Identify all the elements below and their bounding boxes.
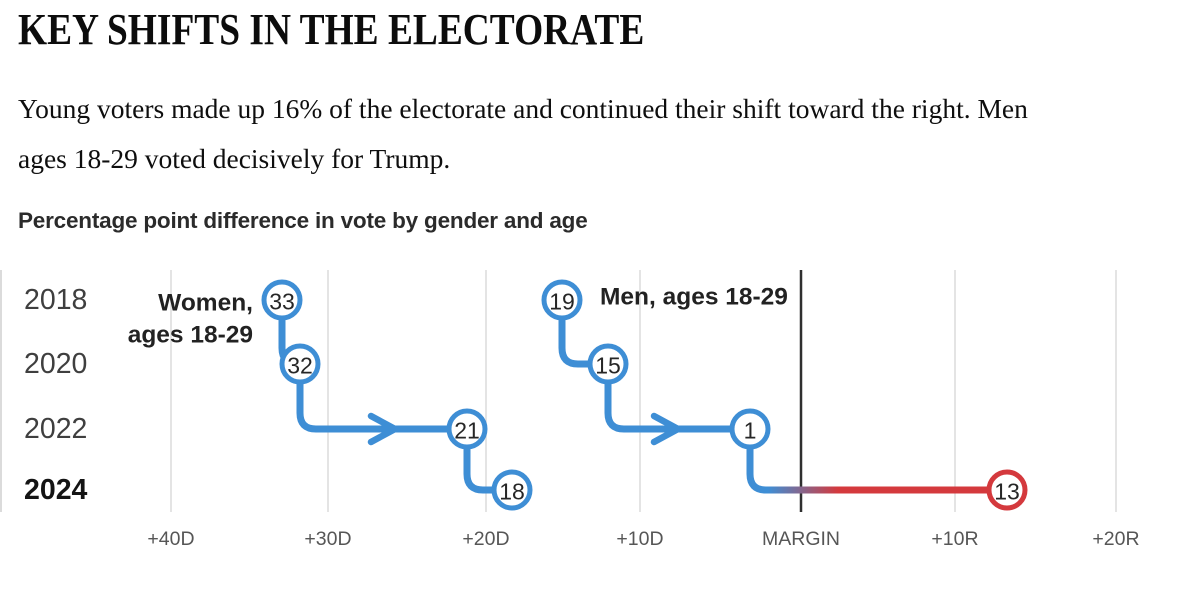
y-axis-year-label: 2018 — [24, 284, 87, 316]
x-axis-tick-label: MARGIN — [762, 528, 840, 550]
data-point-marker — [261, 279, 303, 321]
margin-shift-chart: +40D +30D +20D +10D MARGIN +10R +20R 2018 2020 20… — [0, 255, 1200, 592]
y-axis-year-label: 2024 — [24, 474, 88, 506]
data-point-marker — [729, 408, 771, 450]
data-point-marker — [491, 469, 533, 511]
data-point-marker — [446, 408, 488, 450]
data-point-value: 32 — [287, 353, 313, 379]
data-point-marker — [986, 469, 1028, 511]
series-label-women: ages 18-29 — [128, 322, 253, 349]
data-point-value: 15 — [595, 353, 621, 379]
series-path-men — [558, 296, 770, 494]
series-path-women — [278, 296, 516, 494]
page-title: KEY SHIFTS IN THE ELECTORATE — [18, 5, 645, 54]
data-point-value: 33 — [269, 289, 295, 315]
data-point-marker — [279, 343, 321, 385]
deck-line-1: Young voters made up 16% of the electora… — [18, 93, 1028, 124]
x-axis-tick-label: +10R — [931, 528, 978, 550]
chart-canvas: +40D +30D +20D +10D MARGIN +10R +20R 2018 2020 20… — [0, 270, 1140, 550]
data-point-value: 18 — [499, 479, 525, 505]
y-axis-year-label: 2022 — [24, 413, 87, 445]
series-label-men: Men, ages 18-29 — [600, 284, 788, 311]
data-point-value: 13 — [994, 479, 1020, 505]
data-point-marker — [587, 343, 629, 385]
x-axis-tick-label: +30D — [304, 528, 351, 550]
article-deck: Young voters made up 16% of the electora… — [18, 84, 1183, 184]
rightward-arrow-icon — [367, 412, 399, 446]
x-axis-tick-label: +40D — [147, 528, 194, 550]
series-label-women: Women, — [158, 290, 253, 317]
deck-line-2: ages 18-29 voted decisively for Trump. — [18, 143, 451, 174]
data-point-value: 21 — [454, 418, 480, 444]
x-axis-tick-label: +10D — [616, 528, 663, 550]
data-point-value: 19 — [549, 289, 575, 315]
data-point-value: 1 — [744, 418, 757, 444]
chart-title: Percentage point difference in vote by g… — [18, 208, 588, 233]
data-point-marker — [541, 279, 583, 321]
y-axis-year-label: 2020 — [24, 348, 87, 380]
rightward-arrow-icon — [650, 412, 682, 446]
x-axis-tick-label: +20D — [462, 528, 509, 550]
x-axis-tick-label: +20R — [1092, 528, 1139, 550]
